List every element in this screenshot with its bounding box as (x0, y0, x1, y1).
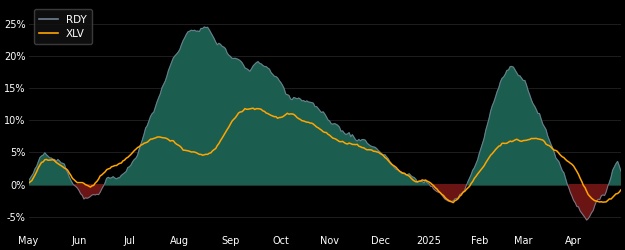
Legend: RDY, XLV: RDY, XLV (34, 9, 92, 44)
